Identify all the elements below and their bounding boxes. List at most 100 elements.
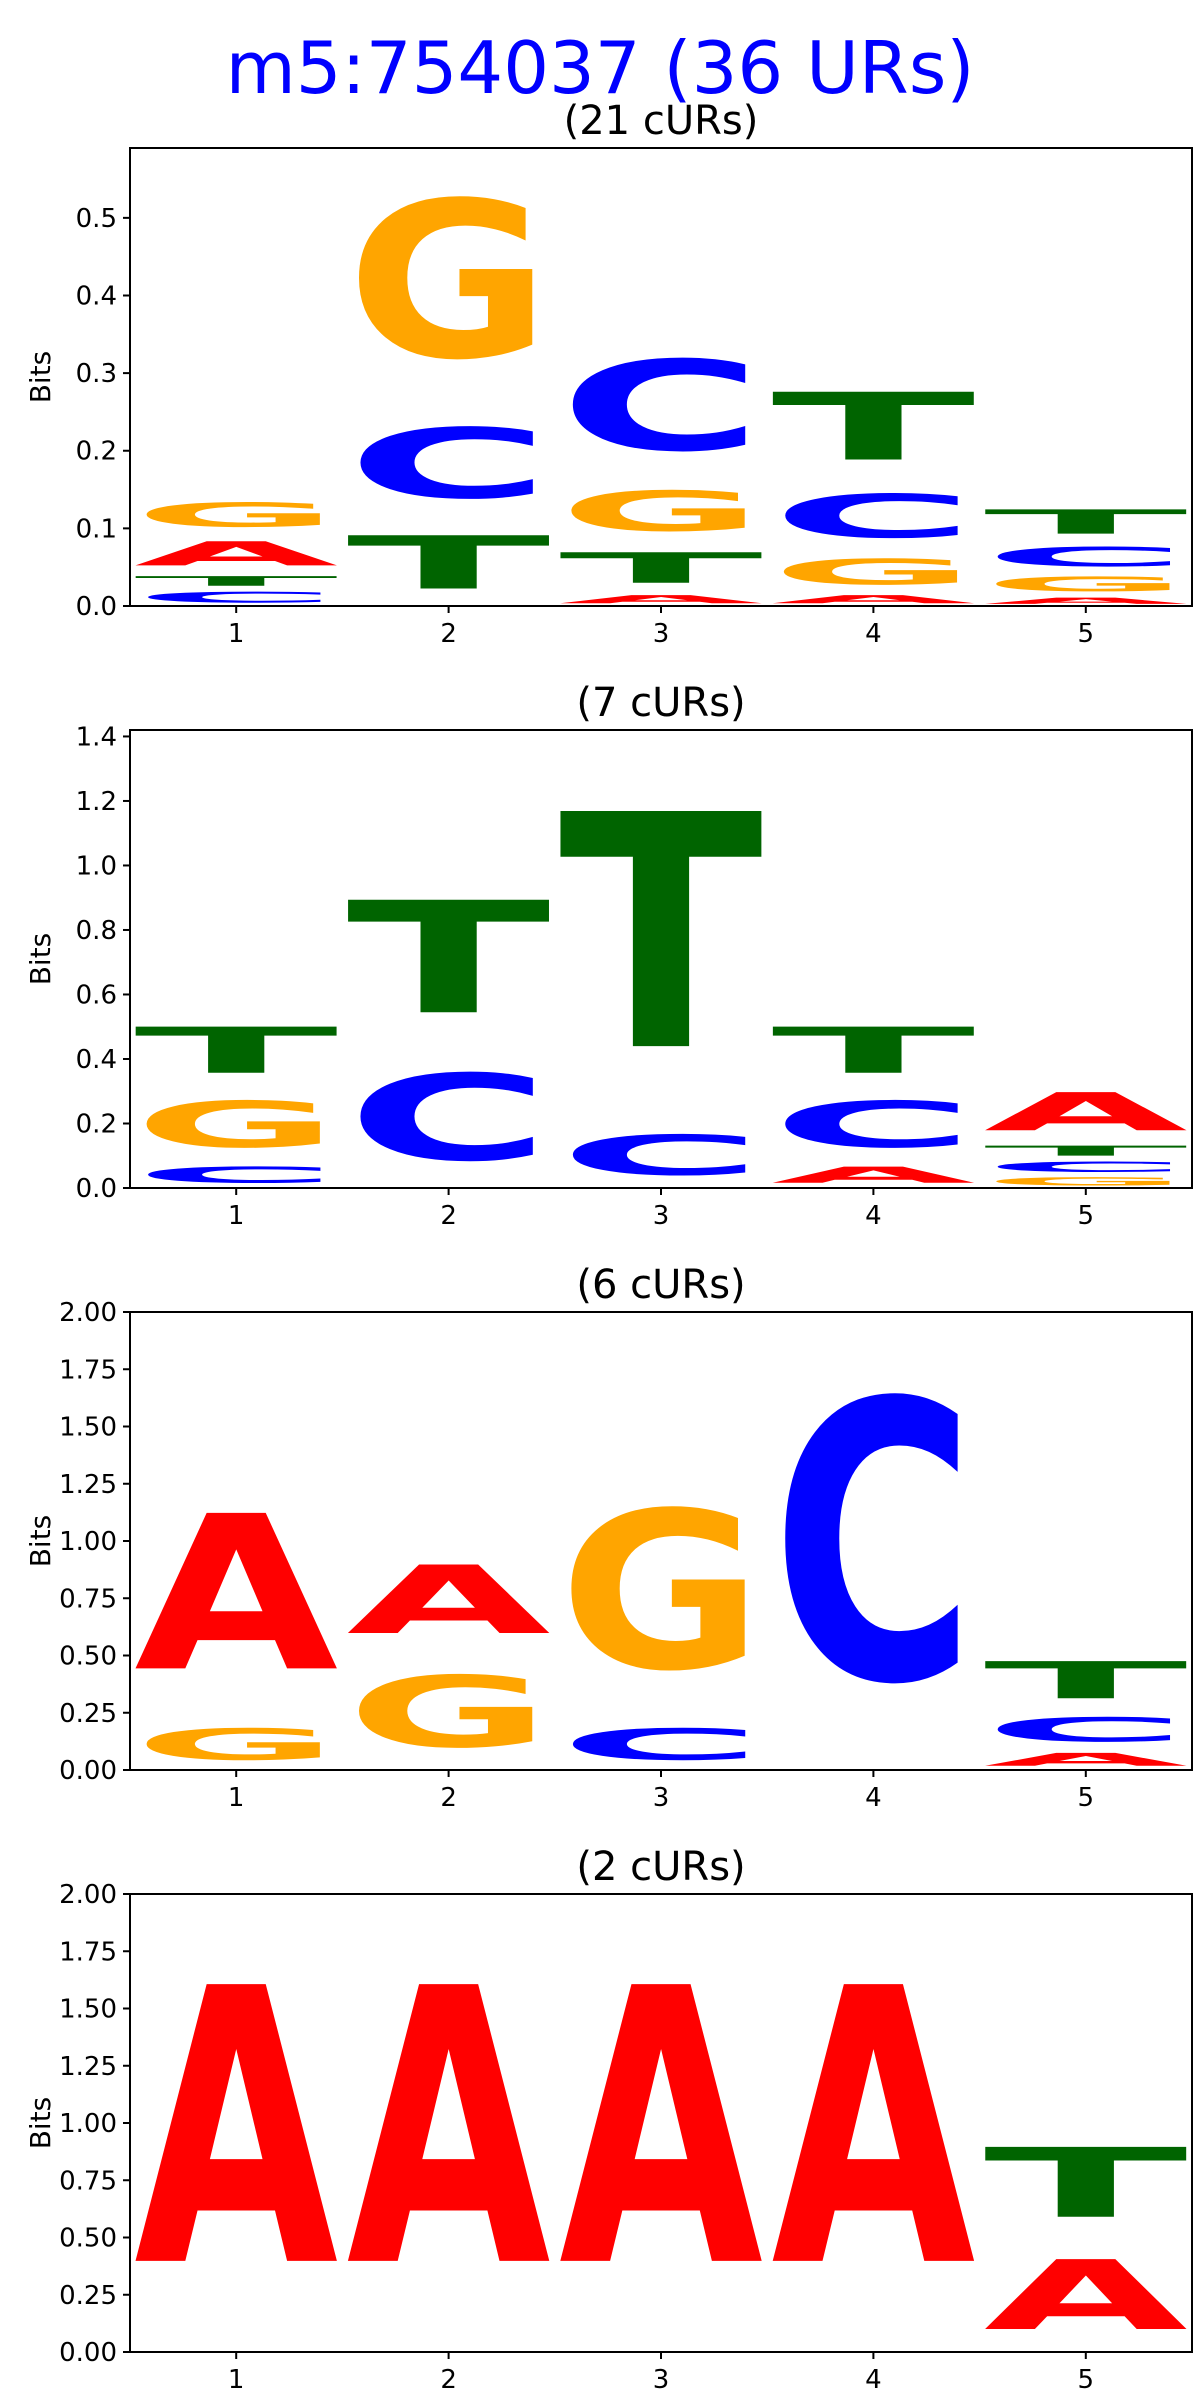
x-tick-label: 5 — [1078, 2365, 1095, 2395]
x-tick-label: 1 — [228, 1201, 245, 1231]
logo-letter-C: C — [134, 589, 338, 606]
letter-stack-group: A A A A AT — [134, 1910, 1188, 2352]
x-tick-label: 3 — [653, 619, 670, 649]
x-tick-label: 3 — [653, 1783, 670, 1813]
logo-letter-A: A — [771, 593, 975, 606]
y-tick-label: 0.50 — [59, 2224, 117, 2254]
x-tick-label: 2 — [440, 619, 457, 649]
y-tick-label: 0.2 — [76, 1109, 117, 1139]
logo-letter-T: T — [984, 1651, 1188, 1710]
logo-letter-A: A — [347, 1546, 551, 1656]
y-tick-label: 0.5 — [76, 204, 117, 234]
x-tick-label: 5 — [1078, 1201, 1095, 1231]
y-tick-label: 0.0 — [76, 592, 117, 622]
logo-letter-A: A — [771, 1162, 975, 1188]
y-tick-label: 0.75 — [59, 2166, 117, 2196]
logo-letter-T: T — [134, 573, 338, 588]
y-tick-label: 2.00 — [59, 1880, 117, 1910]
y-tick-label: 0.3 — [76, 359, 117, 389]
logo-letter-T: T — [984, 503, 1188, 542]
y-tick-label: 0.2 — [76, 437, 117, 467]
logo-letter-C: C — [984, 1159, 1188, 1175]
x-tick-label: 1 — [228, 1783, 245, 1813]
y-tick-label: 1.00 — [59, 2109, 117, 2139]
x-tick-label: 5 — [1078, 619, 1095, 649]
y-tick-label: 0.50 — [59, 1642, 117, 1672]
x-tick-label: 4 — [865, 619, 882, 649]
logo-panel-4: (2 cURs)Bits A A A A AT0.000.250.500.751.001.… — [24, 1844, 1193, 2395]
y-tick-label: 1.25 — [59, 1470, 117, 1500]
y-tick-label: 1.00 — [59, 1527, 117, 1557]
y-tick-label: 0.4 — [76, 281, 117, 311]
y-tick-label: 1.4 — [76, 722, 117, 752]
y-tick-label: 0.0 — [76, 1174, 117, 1204]
figure-title: m5:754037 (36 URs) — [226, 26, 975, 110]
y-tick-label: 2.00 — [59, 1298, 117, 1328]
logo-letter-A: A — [984, 2240, 1188, 2352]
logo-letter-C: C — [771, 482, 975, 552]
x-tick-label: 5 — [1078, 1783, 1095, 1813]
logo-letter-G: G — [134, 496, 338, 535]
y-tick-label: 0.75 — [59, 1584, 117, 1614]
logo-letter-G: G — [347, 156, 551, 407]
logo-letter-A: A — [559, 593, 763, 606]
y-tick-label: 0.4 — [76, 1045, 117, 1075]
logo-letter-G: G — [559, 1466, 763, 1719]
panel-title: (6 cURs) — [576, 1262, 745, 1308]
logo-letter-T: T — [771, 1014, 975, 1088]
logo-letter-C: C — [771, 1088, 975, 1162]
logo-letter-C: C — [347, 409, 551, 521]
x-tick-label: 1 — [228, 619, 245, 649]
logo-letter-C: C — [559, 1720, 763, 1770]
y-tick-label: 0.00 — [59, 1756, 117, 1786]
logo-letter-G: G — [559, 480, 763, 544]
x-tick-label: 2 — [440, 1201, 457, 1231]
y-tick-label: 0.1 — [76, 514, 117, 544]
logo-letter-T: T — [134, 1014, 338, 1088]
logo-letter-G: G — [347, 1656, 551, 1770]
logo-letter-T: T — [559, 544, 763, 593]
x-tick-label: 4 — [865, 1783, 882, 1813]
y-axis-label: Bits — [24, 1515, 57, 1568]
logo-letter-C: C — [347, 1050, 551, 1188]
y-tick-label: 0.00 — [59, 2338, 117, 2368]
logo-letter-A: A — [347, 1910, 553, 2351]
logo-letter-A: A — [134, 1470, 338, 1719]
logo-letter-G: G — [984, 573, 1188, 596]
y-tick-label: 0.6 — [76, 980, 117, 1010]
logo-letter-T: T — [347, 870, 551, 1050]
logo-letter-C: C — [559, 334, 763, 479]
logo-letter-C: C — [559, 1124, 763, 1188]
y-tick-label: 0.25 — [59, 2281, 117, 2311]
logo-letter-G: G — [984, 1175, 1188, 1188]
logo-letter-C: C — [984, 1710, 1188, 1749]
y-tick-label: 1.25 — [59, 2052, 117, 2082]
x-tick-label: 3 — [653, 2365, 670, 2395]
logo-letter-A: A — [134, 535, 338, 574]
y-tick-label: 0.25 — [59, 1699, 117, 1729]
y-tick-label: 1.50 — [59, 1413, 117, 1443]
logo-letter-C: C — [771, 1323, 975, 1770]
logo-letter-A: A — [134, 1910, 340, 2351]
logo-letter-G: G — [134, 1720, 338, 1770]
logo-letter-T: T — [984, 1143, 1188, 1159]
panel-title: (21 cURs) — [564, 98, 759, 144]
y-tick-label: 1.2 — [76, 787, 117, 817]
logo-letter-G: G — [134, 1088, 338, 1162]
logo-letter-A: A — [771, 1910, 977, 2351]
x-tick-label: 4 — [865, 2365, 882, 2395]
logo-panel-1: (21 cURs)BitsCTAGTCGATGCAGCTAGCT0.00.10.… — [24, 98, 1193, 649]
logo-letter-A: A — [984, 1082, 1188, 1143]
x-tick-label: 2 — [440, 1783, 457, 1813]
y-tick-label: 1.50 — [59, 1995, 117, 2025]
logo-letter-T: T — [771, 374, 975, 482]
panel-title: (2 cURs) — [576, 1844, 745, 1890]
logo-letter-A: A — [559, 1910, 765, 2351]
x-tick-label: 4 — [865, 1201, 882, 1231]
